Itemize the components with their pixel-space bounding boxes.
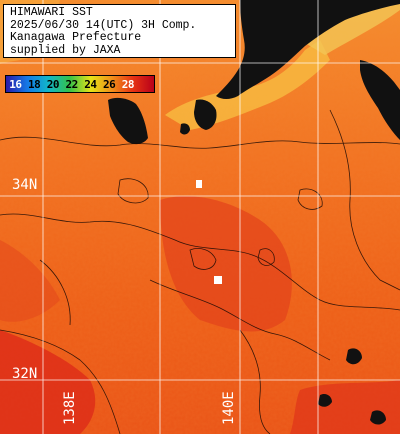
region: Kanagawa Prefecture bbox=[10, 31, 142, 44]
land-honshu bbox=[216, 0, 400, 99]
info-box: HIMAWARI SST 2025/06/30 14(UTC) 3H Comp.… bbox=[3, 4, 236, 58]
lat-label-34n: 34N bbox=[12, 177, 38, 193]
lat-label-32n: 32N bbox=[12, 366, 38, 382]
sst-colorbar: 16 18 20 22 24 26 28 bbox=[5, 75, 155, 93]
lon-label-138e: 138E bbox=[62, 391, 78, 425]
warm-zone-southeast bbox=[290, 380, 400, 434]
warm-zone-center bbox=[160, 196, 292, 332]
land-miura bbox=[194, 99, 217, 130]
colorbar-label-16: 16 bbox=[9, 77, 22, 91]
coastal-cool-band-east bbox=[300, 0, 400, 55]
land-island-south2 bbox=[318, 393, 332, 407]
land-island-southeast bbox=[370, 410, 386, 425]
colorbar-label-18: 18 bbox=[28, 77, 41, 91]
land-island-oshima bbox=[180, 123, 190, 135]
land-izu bbox=[108, 97, 148, 145]
colorbar-label-28: 28 bbox=[121, 77, 135, 91]
sst-contours bbox=[0, 109, 400, 434]
date-time: 2025/06/30 14(UTC) 3H Comp. bbox=[10, 18, 197, 32]
no-data-patch-1 bbox=[196, 180, 202, 188]
warm-zone-southwest bbox=[0, 330, 96, 434]
lon-label-140e: 140E bbox=[221, 391, 237, 425]
title: HIMAWARI SST bbox=[10, 6, 93, 19]
land-boso bbox=[360, 60, 400, 140]
warm-zone-left bbox=[0, 240, 60, 322]
no-data-patch-2 bbox=[214, 276, 222, 284]
colorbar-label-22: 22 bbox=[65, 77, 79, 91]
colorbar-label-20: 20 bbox=[46, 77, 60, 91]
colorbar-label-26: 26 bbox=[103, 77, 116, 91]
supplier: supplied by JAXA bbox=[10, 43, 121, 57]
land-island-south bbox=[346, 348, 362, 365]
colorbar-label-24: 24 bbox=[84, 77, 97, 91]
